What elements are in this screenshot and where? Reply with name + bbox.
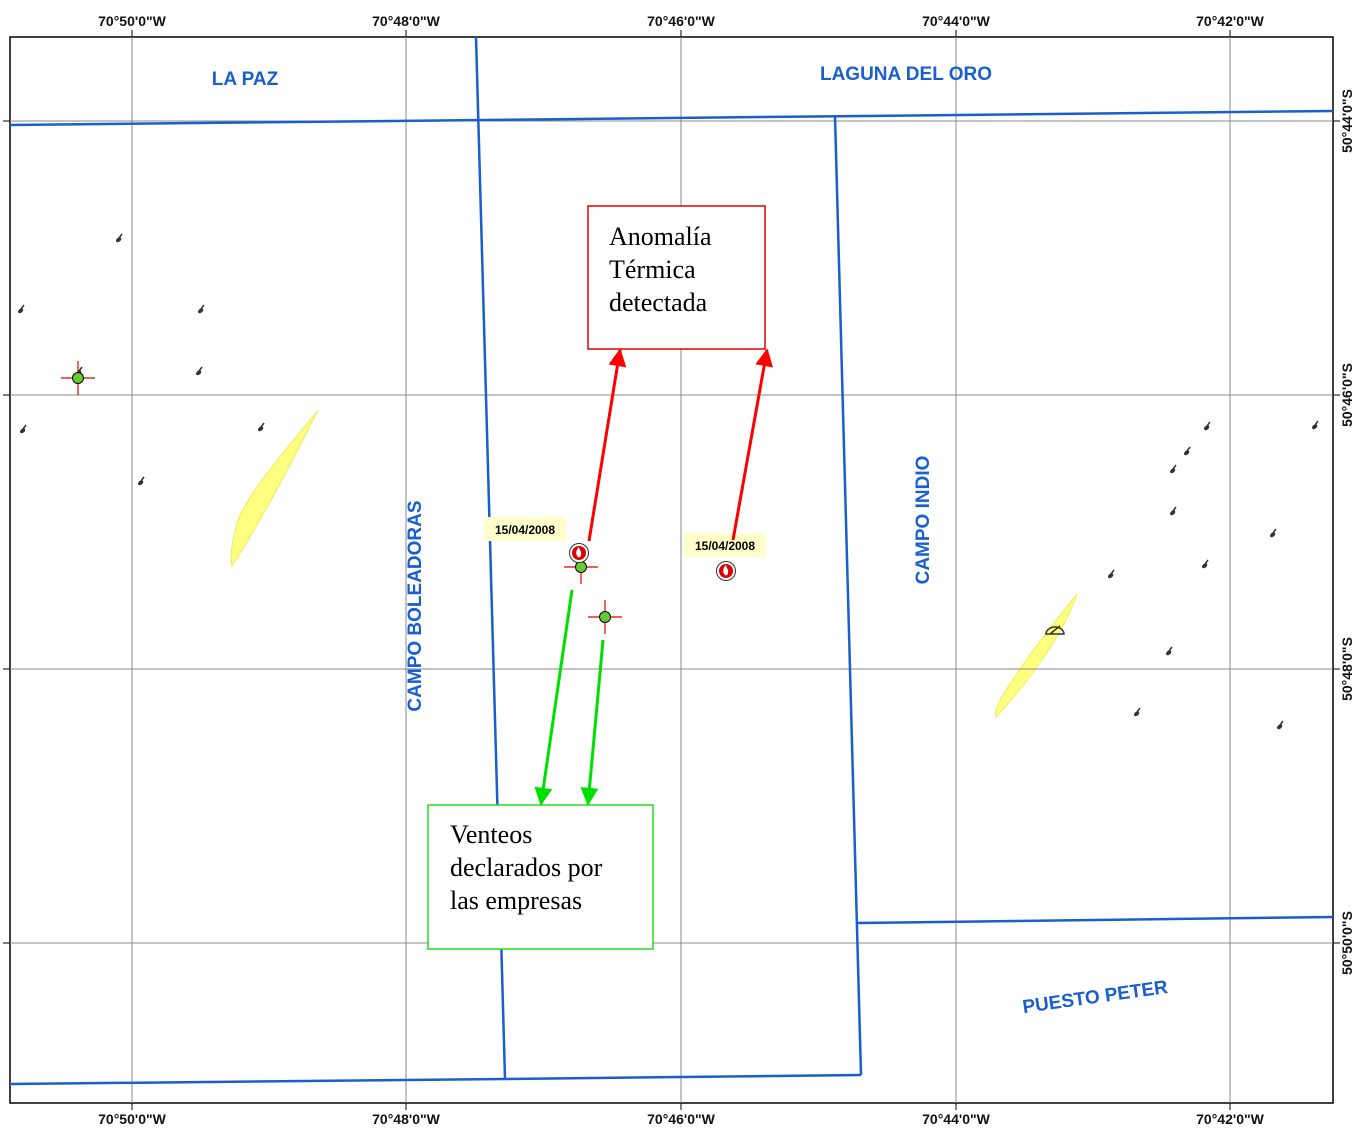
oil-well-icon [198,304,205,314]
anomaly-arrow [731,348,774,541]
boundary-north [9,109,1334,127]
oil-well-icon [116,233,123,243]
thermal-anomaly-markers [569,543,736,581]
oil-well-icon [1312,420,1319,430]
lon-label: 70°50'0"W [98,1111,166,1127]
field-label-campo-indio: CAMPO INDIO [913,456,934,585]
oil-well-icon [1108,569,1115,579]
boundary-indio-west [833,115,863,1076]
yellow-area-west [230,409,319,568]
lon-label: 70°44'0"W [922,1111,990,1127]
callout-venteos-box [427,804,654,950]
lon-label: 70°42'0"W [1196,1111,1264,1127]
oil-well-icon [1270,528,1277,538]
latitude-labels: 50°44'0"S 50°46'0"S 50°48'0"S 50°50'0"S [1339,89,1355,975]
venting-arrows [534,589,605,806]
lat-label: 50°50'0"S [1339,911,1355,975]
callout-anomaly-line: Térmica [609,255,696,284]
lon-label: 70°42'0"W [1196,13,1264,29]
callout-anomaly: Anomalía Térmica detectada [587,205,766,350]
ticks [3,30,1340,1110]
flare-crosshair-icon [61,361,95,395]
callout-venteos-line: Venteos [450,820,532,849]
anomaly-date-label: 15/04/2008 [695,539,755,553]
lon-label: 70°46'0"W [647,1111,715,1127]
oil-well-icon [1184,446,1191,456]
oil-well-icon [1204,421,1211,431]
flare-crosshair-icon [588,600,622,634]
field-label-laguna-del-oro: LAGUNA DEL ORO [820,64,992,85]
callout-venteos-line: las empresas [450,886,582,915]
oil-well-icon [258,422,265,432]
lon-label: 70°50'0"W [98,13,166,29]
field-label-campo-boleadoras: CAMPO BOLEADORAS [405,500,426,711]
venting-arrow [580,639,605,806]
longitude-labels-top: 70°50'0"W 70°48'0"W 70°46'0"W 70°44'0"W … [98,13,1264,29]
oil-well-icon [1277,720,1284,730]
callout-venteos: Venteos declarados por las empresas [427,804,654,950]
lon-label: 70°46'0"W [647,13,715,29]
oil-well-icon [1134,707,1141,717]
callout-anomaly-line: Anomalía [609,222,712,251]
yellow-area-east [995,593,1078,718]
longitude-labels-bottom: 70°50'0"W 70°48'0"W 70°46'0"W 70°44'0"W … [98,1111,1264,1127]
callout-anomaly-line: detectada [609,288,708,317]
lat-label: 50°46'0"S [1339,363,1355,427]
oil-well-icon [18,304,25,314]
lon-label: 70°48'0"W [372,13,440,29]
anomaly-date-label: 15/04/2008 [495,523,555,537]
lon-label: 70°44'0"W [922,13,990,29]
oil-well-icon [196,366,203,376]
callout-venteos-line: declarados por [450,853,603,882]
lat-label: 50°48'0"S [1339,637,1355,701]
date-label-bg [484,517,566,541]
oil-well-icon [1170,464,1177,474]
oil-well-icon [138,476,145,486]
fire-icon [716,561,736,581]
oil-well-icon [20,424,27,434]
callout-anomaly-box [587,205,766,350]
oil-well-icon [1202,559,1209,569]
field-label-la-paz: LA PAZ [212,69,279,90]
anomaly-arrows [587,348,774,542]
grid [10,37,1333,1103]
venting-arrow [534,589,574,806]
boundary-south [9,1073,862,1086]
oil-well-icon [1170,506,1177,516]
lat-label: 50°44'0"S [1339,89,1355,153]
anomaly-date-labels: 15/04/2008 15/04/2008 [484,517,766,557]
date-label-bg [684,533,766,557]
oil-well-icon [1166,646,1173,656]
boundary-puesto-peter [856,915,1334,925]
fire-icon [569,543,589,563]
gauge-symbol-icon [1045,625,1065,635]
anomaly-arrow [587,348,627,542]
lon-label: 70°48'0"W [372,1111,440,1127]
field-labels: LA PAZ LAGUNA DEL ORO CAMPO BOLEADORAS C… [212,64,1170,1018]
wells [18,233,1319,730]
